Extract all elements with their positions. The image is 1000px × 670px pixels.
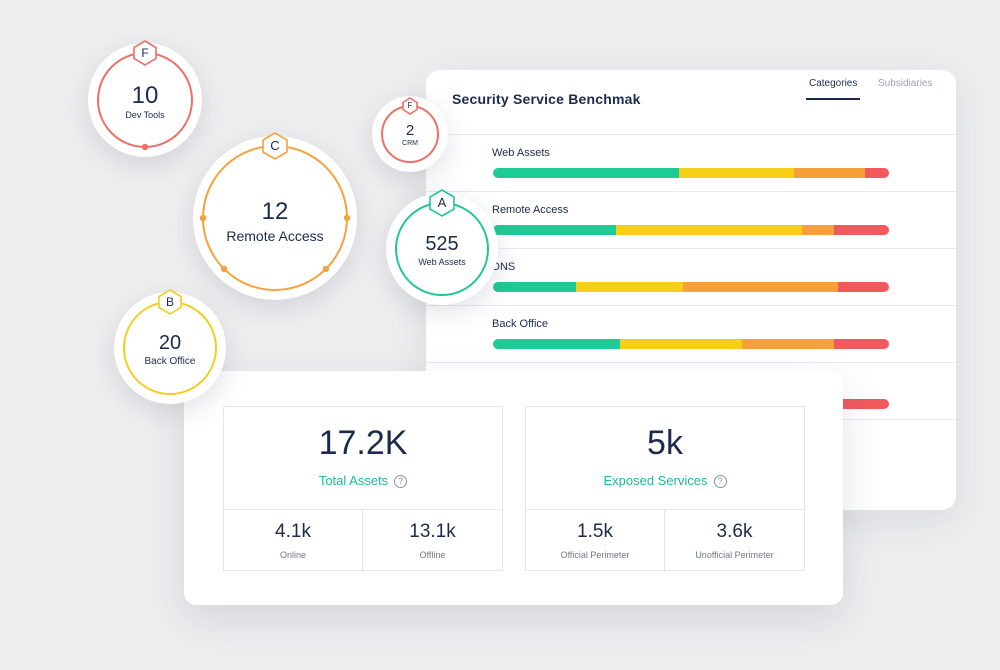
grade-letter: F [407, 101, 413, 110]
grade-badge: A [428, 189, 456, 217]
score-label: Remote Access [226, 228, 324, 245]
web-assets-score-circle[interactable]: A 525 Web Assets [386, 189, 498, 305]
official-perimeter-label: Official Perimeter [560, 550, 630, 560]
score-label: Back Office [144, 356, 196, 368]
benchmark-row-web-assets[interactable]: Web Assets [426, 134, 956, 191]
back-office-score-circle[interactable]: B 20 Back Office [114, 289, 226, 404]
official-perimeter-stat: 1.5k Official Perimeter [526, 510, 665, 572]
unofficial-perimeter-value: 3.6k [716, 521, 753, 542]
bar-segment-critical [833, 339, 889, 349]
bar-segment-critical [865, 168, 889, 178]
total-assets-label: Total Assets [318, 473, 389, 488]
row-label: Remote Access [492, 204, 569, 216]
total-assets-value: 17.2K [318, 424, 408, 462]
bar-segment-fair [615, 225, 802, 235]
benchmark-row-remote-access[interactable]: Remote Access [426, 191, 956, 248]
score-value: 525 [425, 233, 459, 255]
hexagon-icon [429, 189, 455, 217]
online-label: Online [279, 550, 306, 560]
offline-value: 13.1k [409, 521, 456, 542]
total-assets-box: 17.2K Total Assets? 4.1k Online 13.1k Of… [223, 406, 503, 572]
hexagon-icon [158, 289, 182, 315]
grade-letter: B [165, 295, 174, 309]
online-stat: 4.1k Online [224, 510, 363, 572]
score-bar [493, 282, 889, 292]
score-bar [826, 399, 889, 409]
exposed-services-value: 5k [647, 424, 683, 462]
bar-segment-weak [683, 282, 838, 292]
bar-segment-weak [801, 225, 834, 235]
score-value: 20 [158, 331, 182, 354]
remote-access-score-circle[interactable]: C 12 Remote Access [193, 132, 357, 300]
row-label: Back Office [492, 318, 549, 330]
offline-stat: 13.1k Offline [363, 510, 502, 572]
benchmark-title: Security Service Benchmak [452, 91, 641, 107]
bar-segment-fair [576, 282, 684, 292]
dev-tools-score-circle[interactable]: F 10 Dev Tools [88, 40, 202, 157]
score-bar [493, 225, 889, 235]
official-perimeter-value: 1.5k [577, 521, 613, 542]
bar-segment-good [493, 339, 620, 349]
score-value: 12 [261, 197, 289, 225]
bar-segment-good [493, 168, 680, 178]
grade-letter: F [141, 46, 149, 60]
tab-categories[interactable]: Categories [806, 78, 861, 100]
bar-segment-weak [742, 339, 834, 349]
unofficial-perimeter-stat: 3.6k Unofficial Perimeter [665, 510, 804, 572]
hexagon-icon [262, 132, 288, 160]
benchmark-row-dns[interactable]: DNS [426, 248, 956, 305]
grade-badge: B [157, 289, 183, 315]
grade-badge: F [401, 97, 419, 115]
crm-score-circle[interactable]: F 2 CRM [372, 96, 448, 172]
total-assets-label-row: Total Assets? [224, 473, 502, 488]
total-assets-main: 17.2K Total Assets? [224, 407, 502, 510]
bar-segment-fair [679, 168, 794, 178]
bar-segment-fair [619, 339, 743, 349]
bar-segment-weak [793, 168, 866, 178]
help-icon[interactable]: ? [394, 475, 408, 488]
exposed-services-box: 5k Exposed Services? 1.5k Official Perim… [525, 406, 805, 572]
hexagon-icon [133, 40, 157, 66]
score-label: Web Assets [418, 257, 466, 268]
hexagon-icon [402, 97, 418, 115]
benchmark-row-back-office[interactable]: Back Office [426, 305, 956, 362]
bar-segment-critical [837, 282, 889, 292]
help-icon[interactable]: ? [713, 475, 727, 488]
benchmark-row-hidden[interactable] [426, 362, 956, 419]
row-label: Web Assets [492, 147, 550, 159]
score-label: CRM [402, 140, 418, 148]
bar-segment-good [493, 225, 616, 235]
score-value: 10 [131, 81, 159, 109]
score-bar [493, 339, 889, 349]
row-label: DNS [492, 261, 516, 273]
grade-letter: C [270, 138, 280, 153]
online-value: 4.1k [275, 521, 311, 542]
score-bar [493, 168, 889, 178]
unofficial-perimeter-label: Unofficial Perimeter [695, 550, 774, 560]
bar-segment-critical [826, 399, 889, 409]
grade-letter: A [437, 195, 447, 210]
tab-subsidiaries[interactable]: Subsidiaries [878, 78, 933, 89]
exposed-services-label: Exposed Services [603, 473, 708, 488]
bar-segment-good [493, 282, 577, 292]
grade-badge: C [261, 132, 289, 160]
exposed-services-label-row: Exposed Services? [526, 473, 804, 488]
bar-segment-critical [833, 225, 889, 235]
offline-label: Offline [419, 550, 446, 560]
score-value: 2 [405, 121, 415, 139]
grade-badge: F [132, 40, 158, 66]
exposed-services-main: 5k Exposed Services? [526, 407, 804, 510]
score-label: Dev Tools [125, 110, 165, 121]
asset-stats-card: 17.2K Total Assets? 4.1k Online 13.1k Of… [184, 371, 843, 605]
